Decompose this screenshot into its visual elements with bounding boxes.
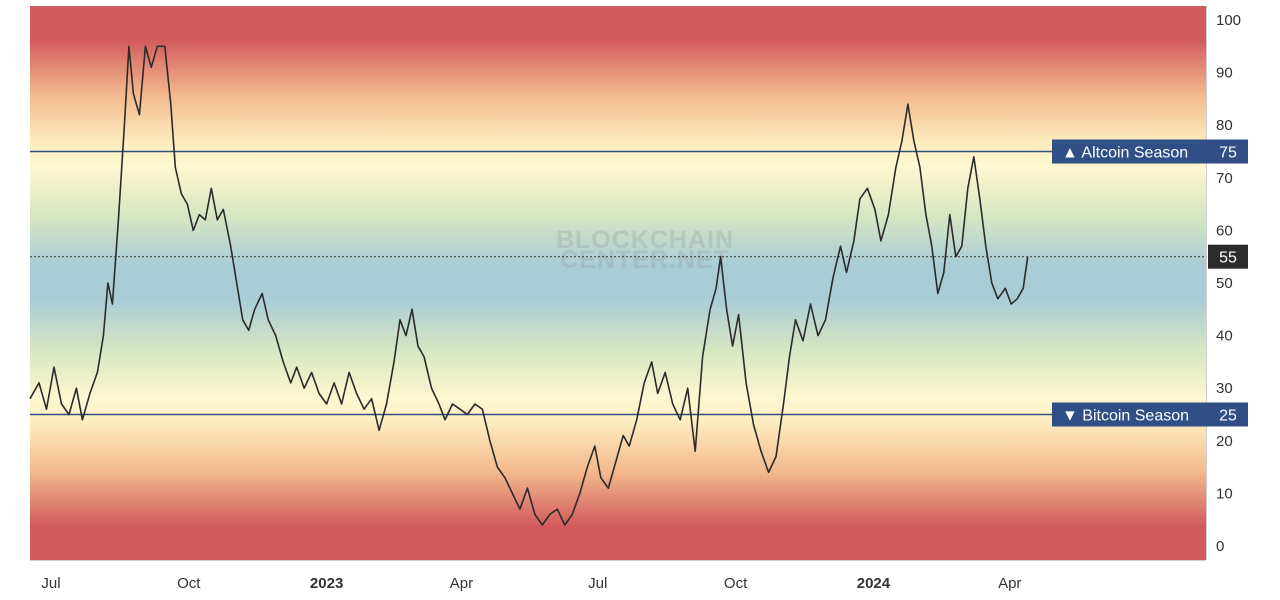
y-tick-label: 60 [1216, 222, 1233, 239]
y-axis-ticks: 0 10 20 30 40 50 60 70 80 90 100 [1216, 12, 1241, 555]
threshold-tag-box [1052, 139, 1248, 164]
current-value-tag-box [1208, 244, 1248, 269]
watermark: BLOCKCHAIN CENTER.NET [556, 226, 734, 274]
x-axis-ticks: Jul Oct 2023 Apr Jul Oct 2024 Apr [41, 575, 1021, 592]
x-tick-label: Jul [41, 575, 60, 592]
y-tick-label: 0 [1216, 538, 1224, 555]
threshold-tags: ▲ Altcoin Season 75 ▼ Bitcoin Season 25 [1052, 139, 1248, 427]
y-tick-label: 50 [1216, 275, 1233, 292]
threshold-tag-label: ▼ Bitcoin Season [1062, 408, 1189, 425]
y-tick-label: 70 [1216, 170, 1233, 187]
y-tick-label: 80 [1216, 117, 1233, 134]
current-value-label: 55 [1219, 250, 1237, 267]
x-tick-label: 2024 [857, 575, 891, 592]
y-tick-label: 10 [1216, 485, 1233, 502]
x-tick-label: 2023 [310, 575, 343, 592]
sentiment-band-background [30, 6, 1206, 560]
x-tick-label: Oct [724, 575, 748, 592]
series-line [29, 45, 1029, 526]
x-tick-label: Oct [177, 575, 201, 592]
watermark-text: BLOCKCHAIN [556, 226, 734, 254]
y-tick-label: 90 [1216, 65, 1233, 82]
y-tick-label: 30 [1216, 380, 1233, 397]
threshold-lines [30, 150, 1206, 416]
y-tick-label: 40 [1216, 328, 1233, 345]
watermark-text: CENTER.NET [560, 246, 730, 274]
threshold-tag-value: 25 [1219, 408, 1237, 425]
x-tick-label: Apr [998, 575, 1021, 592]
x-tick-label: Apr [450, 575, 473, 592]
current-value-tag: 55 [1208, 244, 1248, 269]
threshold-tag-value: 75 [1219, 145, 1237, 162]
x-tick-label: Jul [588, 575, 607, 592]
y-tick-label: 20 [1216, 433, 1233, 450]
y-tick-label: 100 [1216, 12, 1241, 29]
threshold-tag-box [1052, 402, 1248, 427]
threshold-tag-label: ▲ Altcoin Season [1062, 145, 1188, 162]
